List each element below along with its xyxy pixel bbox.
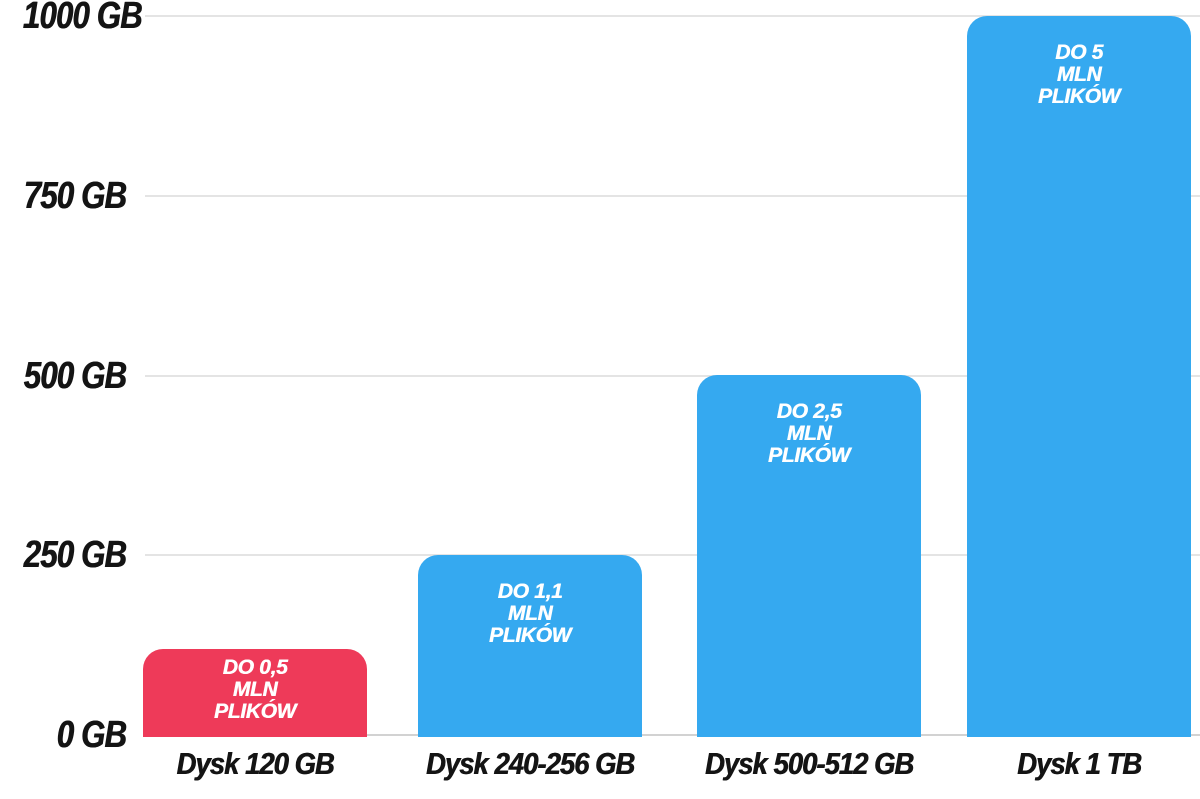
bar-annotation-line: PLIKÓW [488, 624, 572, 647]
x-axis-label: Dysk 240-256 GB [425, 746, 635, 781]
bar-annotation-line: MLN [1056, 63, 1102, 86]
gridline-250gb [145, 554, 1200, 557]
bar-1: DO 0,5 MLN PLIKÓW [143, 649, 367, 737]
y-tick-label: 1000 GB [22, 0, 143, 37]
y-tick-label: 0 GB [56, 714, 127, 756]
gridline-750gb [145, 194, 1200, 197]
bar-annotation-line: MLN [232, 678, 278, 701]
bar-annotation: DO 1,1 MLN PLIKÓW [418, 581, 642, 647]
bar-annotation-line: DO 2,5 [776, 400, 842, 423]
bar-annotation-line: DO 0,5 [222, 656, 288, 679]
gridline-1000gb [145, 15, 1200, 17]
bar-2: DO 1,1 MLN PLIKÓW [418, 555, 642, 737]
bar-3: DO 2,5 MLN PLIKÓW [697, 375, 921, 737]
gridline-0gb [145, 734, 1200, 736]
x-axis-label: Dysk 1 TB [1017, 746, 1142, 781]
bar-annotation-line: PLIKÓW [767, 444, 851, 467]
bar-4: DO 5 MLN PLIKÓW [967, 16, 1191, 737]
bar-annotation-line: PLIKÓW [213, 700, 297, 723]
bar-annotation: DO 5 MLN PLIKÓW [967, 42, 1191, 108]
bar-annotation: DO 0,5 MLN PLIKÓW [143, 657, 367, 723]
bar-annotation-line: MLN [786, 422, 832, 445]
bar-annotation-line: PLIKÓW [1037, 85, 1121, 108]
bar-annotation-line: DO 1,1 [497, 580, 563, 603]
x-axis-label: Dysk 500-512 GB [704, 746, 914, 781]
bar-annotation-line: DO 5 [1055, 41, 1103, 64]
y-tick-label: 500 GB [23, 354, 127, 397]
bar-annotation: DO 2,5 MLN PLIKÓW [697, 401, 921, 467]
y-tick-label: 250 GB [23, 534, 127, 577]
gridline-500gb [145, 374, 1200, 377]
y-tick-label: 750 GB [23, 174, 127, 217]
bar-annotation-line: MLN [507, 602, 553, 625]
x-axis-label: Dysk 120 GB [176, 746, 334, 781]
